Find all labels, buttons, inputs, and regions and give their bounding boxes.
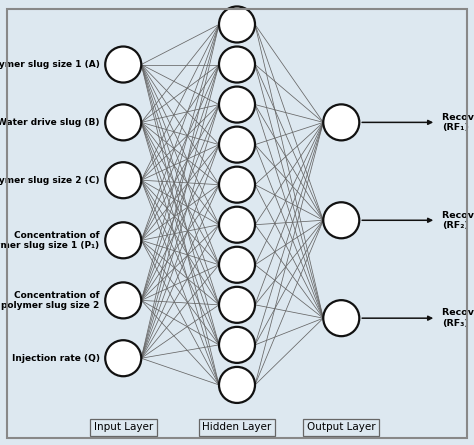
Ellipse shape [219, 87, 255, 122]
Text: Polymer slug size 1 (A): Polymer slug size 1 (A) [0, 60, 100, 69]
Ellipse shape [105, 340, 141, 376]
Ellipse shape [105, 47, 141, 82]
Ellipse shape [105, 162, 141, 198]
Ellipse shape [219, 127, 255, 162]
Ellipse shape [105, 222, 141, 258]
Ellipse shape [219, 207, 255, 243]
Ellipse shape [219, 7, 255, 42]
Text: Concentration of
polymer slug size 1 (P₁): Concentration of polymer slug size 1 (P₁… [0, 231, 100, 250]
Ellipse shape [323, 105, 359, 140]
Ellipse shape [219, 167, 255, 202]
Text: Hidden Layer: Hidden Layer [202, 422, 272, 432]
Ellipse shape [219, 287, 255, 323]
Ellipse shape [323, 202, 359, 238]
Ellipse shape [105, 105, 141, 140]
Text: Injection rate (Q): Injection rate (Q) [11, 354, 100, 363]
Text: Polymer slug size 2 (C): Polymer slug size 2 (C) [0, 176, 100, 185]
Ellipse shape [219, 367, 255, 403]
Text: Recovery Factor 1
(RF₁): Recovery Factor 1 (RF₁) [442, 113, 474, 132]
Text: Water drive slug (B): Water drive slug (B) [0, 118, 100, 127]
Text: Input Layer: Input Layer [94, 422, 153, 432]
Ellipse shape [323, 300, 359, 336]
Ellipse shape [219, 327, 255, 363]
Text: Recovery Factor 2
(RF₂): Recovery Factor 2 (RF₂) [442, 210, 474, 230]
Text: Output Layer: Output Layer [307, 422, 375, 432]
Ellipse shape [105, 283, 141, 318]
Text: Recovery Factor 3
(RF₃): Recovery Factor 3 (RF₃) [442, 308, 474, 328]
Ellipse shape [219, 47, 255, 82]
Text: Concentration of
polymer slug size 2: Concentration of polymer slug size 2 [1, 291, 100, 310]
Ellipse shape [219, 247, 255, 283]
